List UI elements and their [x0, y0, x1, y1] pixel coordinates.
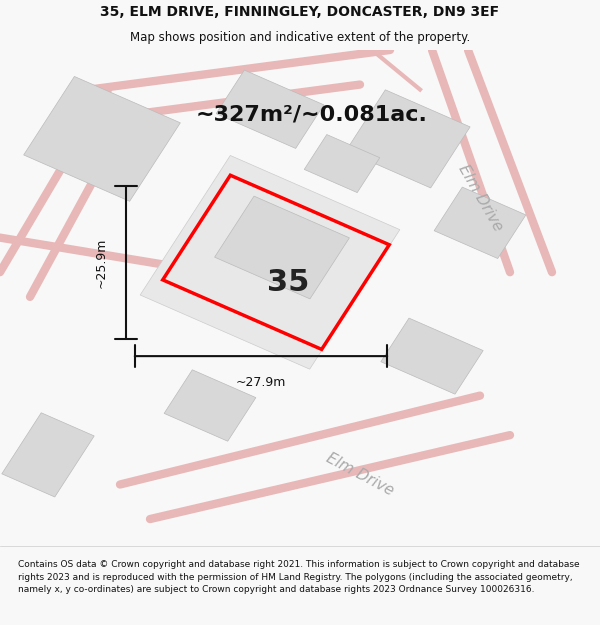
Text: Map shows position and indicative extent of the property.: Map shows position and indicative extent… [130, 31, 470, 44]
Polygon shape [182, 182, 322, 293]
Polygon shape [23, 76, 181, 201]
Text: Contains OS data © Crown copyright and database right 2021. This information is : Contains OS data © Crown copyright and d… [18, 560, 580, 594]
Text: ~27.9m: ~27.9m [236, 376, 286, 389]
Polygon shape [381, 318, 483, 394]
Polygon shape [434, 187, 526, 259]
Text: 35: 35 [267, 268, 309, 297]
Polygon shape [140, 156, 400, 369]
Polygon shape [304, 134, 380, 192]
Polygon shape [2, 412, 94, 497]
Text: Elm Drive: Elm Drive [455, 162, 505, 234]
Text: ~327m²/~0.081ac.: ~327m²/~0.081ac. [196, 104, 428, 124]
Text: ~25.9m: ~25.9m [95, 237, 108, 288]
Polygon shape [164, 370, 256, 441]
Text: 35, ELM DRIVE, FINNINGLEY, DONCASTER, DN9 3EF: 35, ELM DRIVE, FINNINGLEY, DONCASTER, DN… [100, 6, 500, 19]
Polygon shape [346, 90, 470, 188]
Text: Elm Drive: Elm Drive [323, 451, 397, 499]
Polygon shape [216, 70, 324, 148]
Polygon shape [215, 196, 349, 299]
